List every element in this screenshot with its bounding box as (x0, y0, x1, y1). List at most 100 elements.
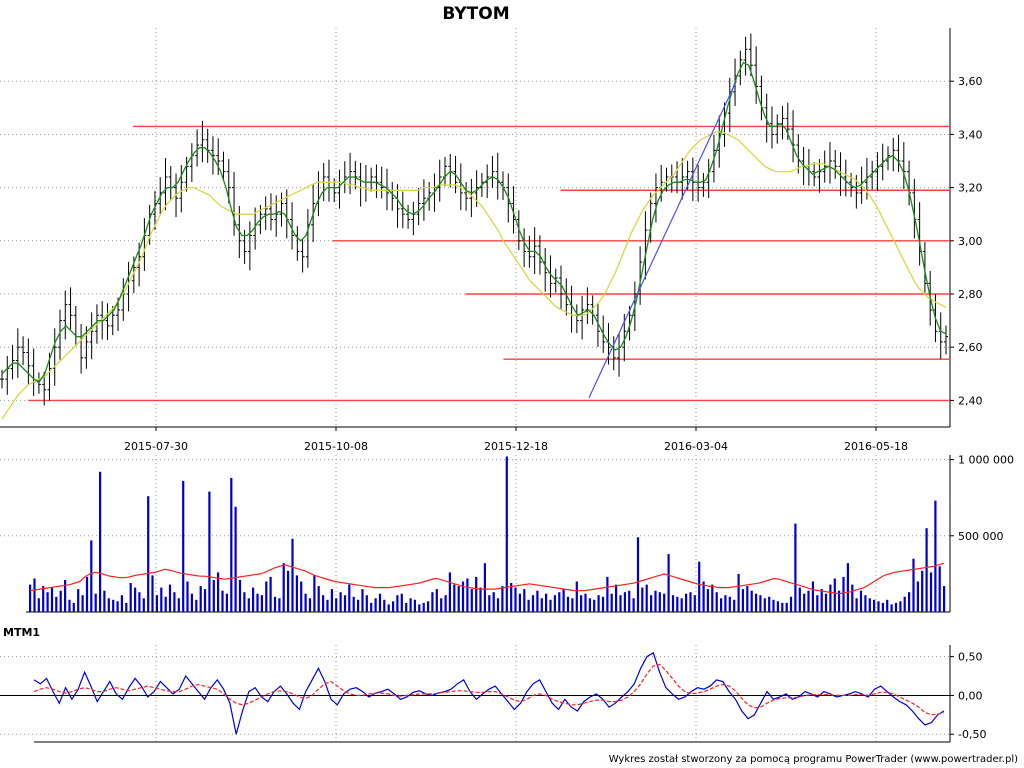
volume-bar-14 (90, 540, 93, 612)
price-candle-156 (822, 150, 827, 183)
volume-bar-192 (868, 598, 871, 612)
volume-bar-60 (291, 538, 294, 612)
volume-bar-22 (125, 602, 128, 612)
volume-bar-106 (492, 592, 495, 612)
volume-bar-130 (597, 595, 600, 612)
volume-bar-54 (265, 581, 268, 612)
price-candle-72 (379, 166, 384, 199)
price-candle-44 (232, 171, 237, 236)
volume-bar-75 (357, 599, 360, 612)
volume-bar-70 (335, 598, 338, 612)
volume-bar-176 (798, 587, 801, 612)
price-xtick-label-1: 2015-10-08 (304, 440, 368, 453)
price-candle-99 (522, 228, 527, 268)
volume-bar-191 (864, 595, 867, 612)
volume-bar-12 (81, 595, 84, 612)
price-candle-94 (495, 152, 500, 200)
price-xtick-label-0: 2015-07-30 (124, 440, 188, 453)
volume-bar-33 (173, 592, 176, 612)
volume-bar-154 (702, 581, 705, 612)
price-candle-79 (416, 187, 421, 226)
price-candle-100 (527, 235, 532, 268)
volume-bar-87 (409, 598, 412, 612)
volume-bar-43 (217, 572, 220, 612)
volume-bar-149 (680, 598, 683, 612)
price-sma-long-line (1, 131, 947, 420)
price-candle-2 (10, 344, 15, 380)
price-candle-16 (84, 326, 89, 369)
volume-bar-206 (929, 572, 933, 612)
volume-bar-185 (838, 590, 841, 612)
price-candle-3 (15, 328, 20, 378)
volume-bar-207 (934, 500, 937, 612)
volume-bar-89 (418, 604, 421, 612)
volume-bar-50 (247, 598, 250, 612)
volume-bar-186 (842, 576, 845, 612)
price-candle-128 (675, 161, 680, 194)
volume-bar-203 (916, 581, 919, 612)
volume-bar-35 (182, 480, 185, 612)
volume-bar-182 (824, 593, 828, 612)
volume-bar-30 (160, 587, 163, 612)
price-candle-85 (448, 153, 453, 188)
volume-bar-134 (615, 584, 618, 612)
price-ytick-label-3: 3,00 (958, 235, 983, 248)
volume-bar-96 (448, 572, 451, 612)
price-candle-143 (754, 46, 759, 104)
momentum-line (33, 651, 945, 735)
price-candle-57 (300, 238, 305, 273)
price-candle-64 (337, 169, 342, 209)
volume-bar-2 (37, 598, 40, 612)
volume-bar-151 (689, 592, 692, 612)
price-trendline (588, 80, 737, 398)
momentum-ytick-label-1: 0,00 (958, 689, 983, 702)
price-candle-117 (617, 333, 622, 377)
volume-bar-161 (733, 599, 736, 612)
price-candle-124 (653, 173, 658, 223)
volume-bar-80 (378, 593, 382, 612)
price-candle-111 (585, 287, 590, 325)
price-candle-50 (263, 196, 268, 230)
price-candle-110 (580, 295, 585, 340)
price-candle-170 (896, 134, 901, 172)
volume-bar-178 (807, 590, 810, 612)
volume-bar-84 (396, 595, 399, 612)
momentum-ytick-label-0: -0,50 (958, 728, 986, 741)
price-ytick-label-4: 3,20 (958, 182, 983, 195)
price-candle-12 (63, 290, 68, 340)
volume-bar-74 (352, 596, 355, 612)
volume-bar-1 (33, 578, 36, 612)
price-ytick-label-0: 2,40 (958, 394, 983, 407)
price-candle-171 (901, 142, 906, 189)
volume-bar-103 (479, 587, 482, 612)
volume-bar-180 (816, 595, 819, 612)
price-candle-53 (279, 192, 284, 227)
volume-bar-204 (921, 570, 924, 612)
volume-bar-114 (527, 599, 530, 612)
price-candle-155 (817, 159, 822, 193)
price-candle-147 (775, 114, 780, 144)
volume-bar-183 (829, 584, 832, 612)
volume-bar-32 (168, 584, 172, 612)
price-candle-56 (295, 226, 300, 261)
volume-bar-188 (851, 584, 854, 612)
price-candle-108 (569, 285, 574, 333)
price-candle-4 (21, 336, 26, 366)
volume-bar-77 (365, 595, 368, 612)
volume-bar-193 (873, 599, 876, 612)
volume-bar-93 (435, 589, 438, 612)
volume-bar-18 (107, 598, 110, 612)
price-candle-67 (353, 160, 358, 190)
volume-bar-58 (282, 563, 285, 612)
price-ytick-label-2: 2,80 (958, 288, 983, 301)
price-candle-74 (390, 182, 395, 211)
volume-bar-132 (606, 576, 609, 612)
volume-bar-26 (142, 598, 145, 612)
price-candle-153 (806, 149, 811, 186)
price-candle-106 (559, 265, 564, 310)
volume-bar-120 (553, 595, 556, 612)
price-candle-179 (944, 325, 948, 355)
price-candle-158 (833, 150, 838, 179)
volume-bar-28 (151, 575, 154, 612)
